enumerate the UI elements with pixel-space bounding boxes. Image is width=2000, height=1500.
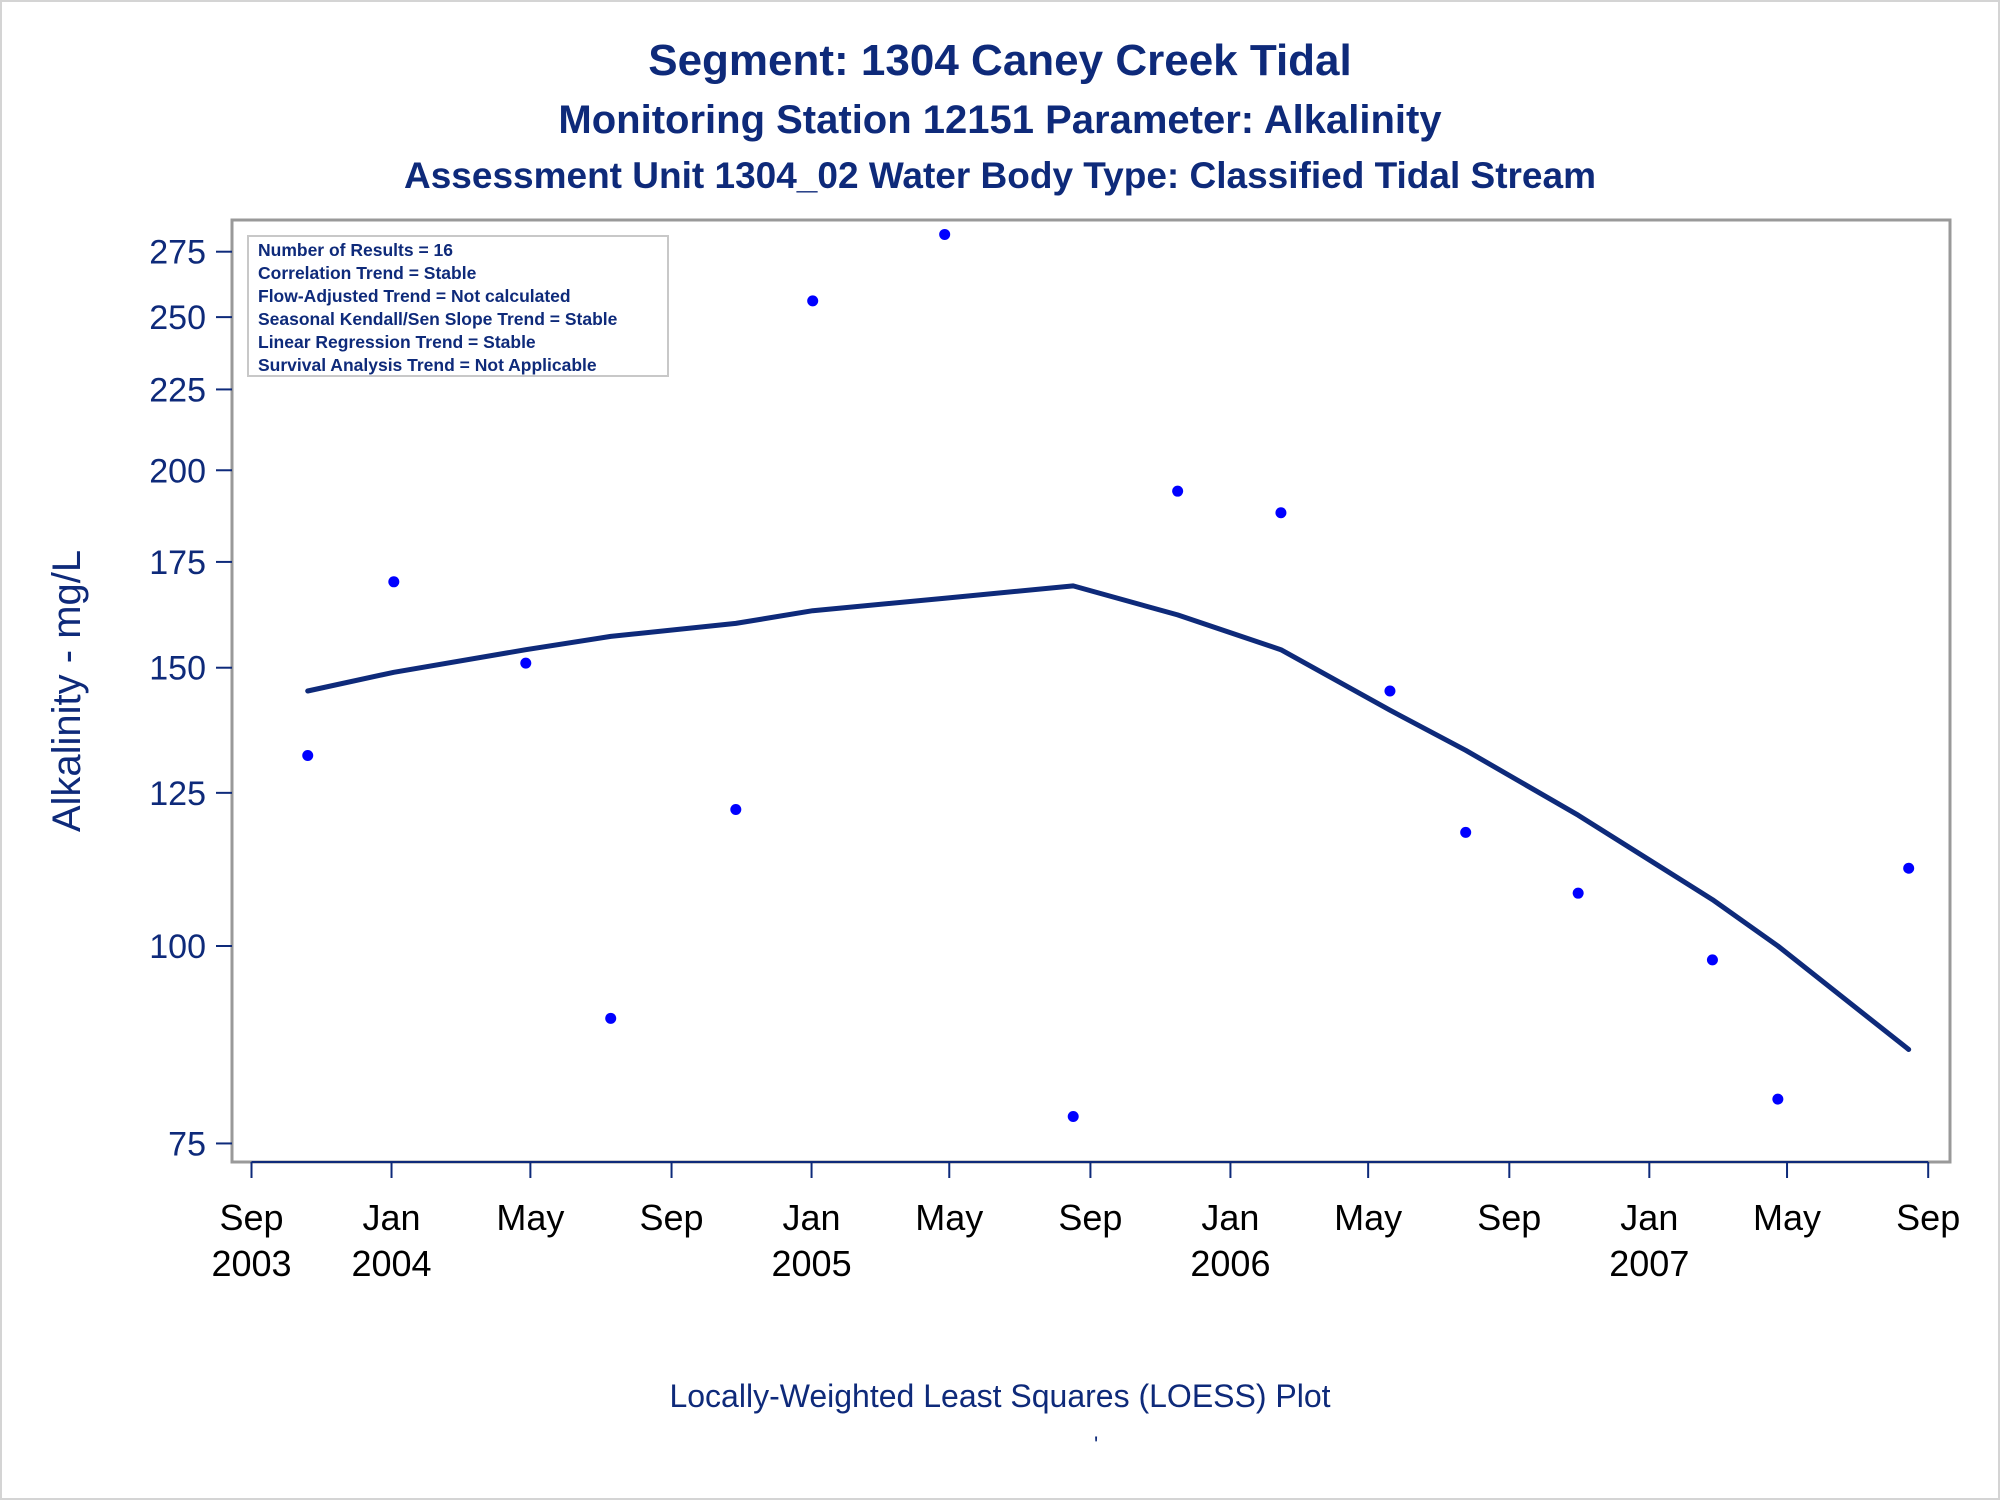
data-point (1903, 862, 1915, 874)
stats-line: Number of Results = 16 (258, 240, 453, 260)
x-tick-label: Jan (1201, 1197, 1259, 1238)
stats-line: Linear Regression Trend = Stable (258, 332, 536, 352)
data-point (1460, 826, 1472, 838)
stats-line: Seasonal Kendall/Sen Slope Trend = Stabl… (258, 309, 618, 329)
x-tick-year-label: 2005 (772, 1243, 852, 1284)
data-point (1172, 485, 1184, 497)
y-tick-label: 75 (168, 1125, 206, 1163)
x-tick-label: Sep (1896, 1197, 1960, 1238)
x-tick-label: Jan (783, 1197, 841, 1238)
x-tick-label: Sep (1477, 1197, 1541, 1238)
data-point (1067, 1111, 1079, 1123)
stats-box (247, 235, 669, 377)
chart-subtitle: Monitoring Station 12151 Parameter: Alka… (558, 98, 1442, 142)
y-tick-label: 225 (149, 371, 206, 409)
y-tick-label: 250 (149, 299, 206, 337)
data-point (1772, 1093, 1784, 1105)
data-point (1275, 507, 1287, 519)
stats-line: Survival Analysis Trend = Not Applicable (258, 355, 597, 375)
x-tick-label: Jan (1620, 1197, 1678, 1238)
x-tick-label: May (1753, 1197, 1821, 1238)
x-tick-year-label: 2007 (1609, 1243, 1689, 1284)
x-tick-label: May (496, 1197, 564, 1238)
chart-title: Segment: 1304 Caney Creek Tidal (648, 36, 1352, 85)
x-tick-year-label: 2003 (211, 1243, 291, 1284)
stats-line: Flow-Adjusted Trend = Not calculated (258, 286, 571, 306)
data-point (1384, 685, 1396, 697)
data-point (939, 228, 951, 240)
data-point (730, 804, 742, 816)
data-point (605, 1012, 617, 1024)
x-tick-label: May (915, 1197, 983, 1238)
data-point (388, 576, 400, 588)
data-point (1572, 887, 1584, 899)
y-axis-label: Alkalinity - mg/L (45, 550, 89, 832)
y-tick-label: 125 (149, 775, 206, 813)
data-point (302, 749, 314, 761)
x-tick-label: Sep (1058, 1197, 1122, 1238)
y-tick-label: 275 (149, 234, 206, 272)
x-tick-year-label: 2004 (351, 1243, 431, 1284)
y-tick-label: 175 (149, 544, 206, 582)
x-tick-year-label: 2006 (1190, 1243, 1270, 1284)
data-point (1706, 954, 1718, 966)
x-tick-label: Sep (219, 1197, 283, 1238)
y-tick-label: 150 (149, 650, 206, 688)
chart-subtitle-2: Assessment Unit 1304_02 Water Body Type:… (404, 155, 1596, 196)
loess-line (305, 583, 1912, 1052)
stats-line: Correlation Trend = Stable (258, 263, 477, 283)
data-point (520, 657, 532, 669)
x-tick-label: Jan (362, 1197, 420, 1238)
x-tick-label: May (1334, 1197, 1402, 1238)
y-tick-label: 100 (149, 928, 206, 966)
data-point (807, 295, 819, 307)
footnote-mark: ' (1094, 1432, 1099, 1457)
chart-footnote: Locally-Weighted Least Squares (LOESS) P… (669, 1378, 1331, 1414)
x-tick-label: Sep (640, 1197, 704, 1238)
y-tick-label: 200 (149, 452, 206, 490)
